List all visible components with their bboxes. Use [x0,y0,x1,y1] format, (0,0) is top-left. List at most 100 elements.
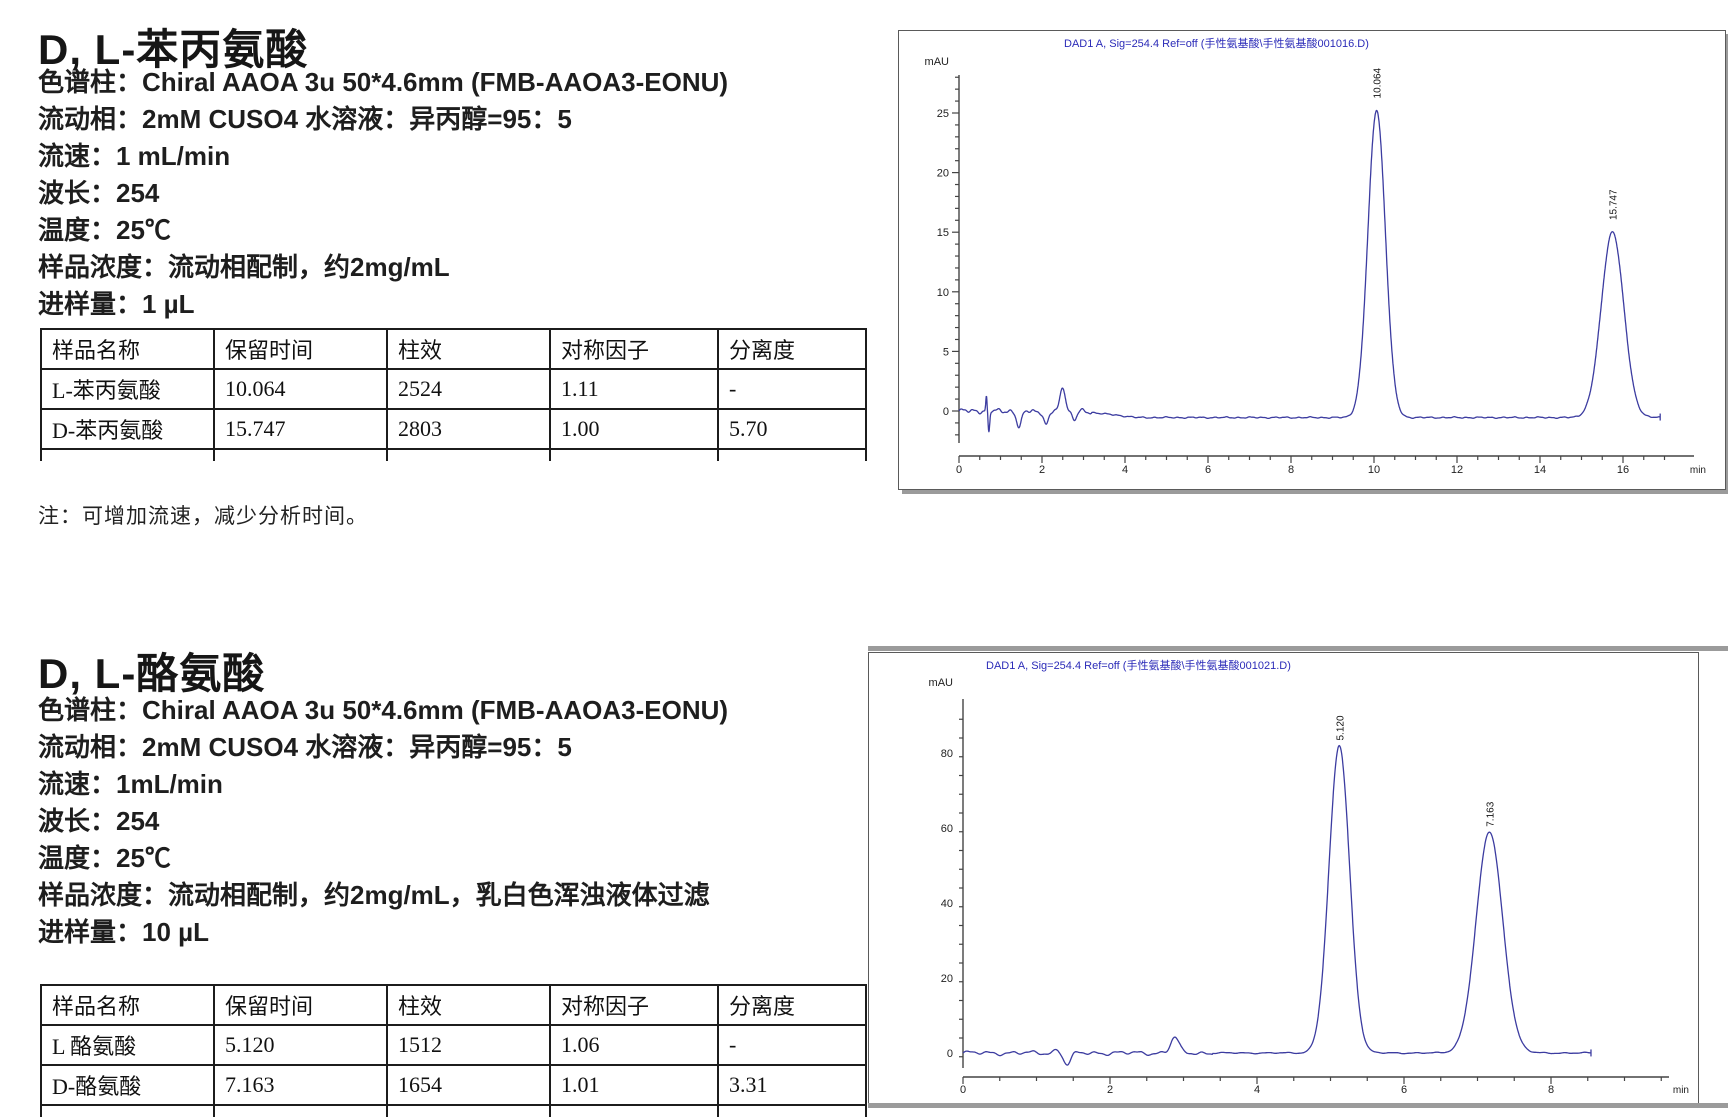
param-line: 温度：25℃ [38,215,171,245]
table-cell: 1.06 [549,1024,719,1066]
table-cell [40,448,215,461]
table-cell: L 酪氨酸 [40,1024,215,1066]
section2-params: 色谱柱：Chiral AAOA 3u 50*4.6mm (FMB-AAOA3-E… [38,692,838,951]
table-cell: 2524 [386,368,551,410]
table-cell [213,448,388,461]
x-axis: 0 2 4 6 8 min [960,1076,1689,1096]
section1-results-table: 样品名称 保留时间 柱效 对称因子 分离度 L-苯丙氨酸 10.064 2524 1.11- D-… [40,328,867,461]
table-cell: 对称因子 [549,328,719,370]
table-row: 样品名称 保留时间 柱效 对称因子 分离度 [40,328,867,370]
x-axis-unit: min [1673,1085,1689,1096]
param-line: 温度：25℃ [38,843,171,873]
section1-title: D, L-苯丙氨酸 [38,26,309,73]
chart-svg: DAD1 A, Sig=254.4 Ref=off (手性氨基酸\手性氨基酸00… [925,36,1706,476]
table-cell: - [717,1024,867,1066]
x-tick-label: 0 [960,1084,966,1096]
y-tick-label: 40 [941,898,953,910]
y-tick-label: 20 [937,168,949,180]
table-cell [213,1104,388,1117]
trace-line [958,109,1661,433]
frame-shadow-top [868,646,1728,651]
x-tick-label: 4 [1122,464,1128,476]
trace-line [962,744,1592,1066]
y-tick-label: 25 [937,108,949,120]
table-cell: 2803 [386,408,551,450]
chromatogram-tyrosine: DAD1 A, Sig=254.4 Ref=off (手性氨基酸\手性氨基酸00… [868,652,1699,1104]
table-cell: D-酪氨酸 [40,1064,215,1106]
x-tick-label: 0 [956,464,962,476]
table-cell: 样品名称 [40,328,215,370]
x-tick-label: 6 [1205,464,1211,476]
param-line: 流速：1 mL/min [38,141,231,171]
param-line: 流动相：2mM CUSO4 水溶液：异丙醇=95：5 [38,732,572,762]
y-axis-unit: mAU [929,677,954,689]
param-line: 波长：254 [38,806,160,836]
x-tick-label: 6 [1401,1084,1407,1096]
section1-params: 色谱柱：Chiral AAOA 3u 50*4.6mm (FMB-AAOA3-E… [38,64,838,323]
table-cell [386,1104,551,1117]
table-row: L 酪氨酸 5.120 1512 1.06- [40,1024,867,1066]
table-cell [549,1104,719,1117]
x-tick-label: 2 [1039,464,1045,476]
table-cell: 分离度 [717,984,867,1026]
table-cut-row [40,1104,867,1117]
table-cell: 3.31 [717,1064,867,1106]
x-axis-unit: min [1690,465,1706,476]
table-cell: 1.00 [549,408,719,450]
table-cell: 5.120 [213,1024,388,1066]
table-cell: 对称因子 [549,984,719,1026]
param-line: 进样量：10 µL [38,917,210,947]
section2-title: D, L-酪氨酸 [38,650,266,697]
y-tick-label: 60 [941,823,953,835]
y-tick-label: 20 [941,973,953,985]
param-line: 流速：1mL/min [38,769,223,799]
table-cell: 1.11 [549,368,719,410]
y-tick-label: 10 [937,287,949,299]
table-cell: 5.70 [717,408,867,450]
table-cell: 柱效 [386,984,551,1026]
x-axis: 0 2 4 6 8 10 12 14 16 min [956,455,1706,476]
table-cell: 7.163 [213,1064,388,1106]
chromatogram-tyrosine-frame: DAD1 A, Sig=254.4 Ref=off (手性氨基酸\手性氨基酸00… [868,646,1728,1114]
table-row: D-酪氨酸 7.163 1654 1.01 3.31 [40,1064,867,1106]
param-line: 色谱柱：Chiral AAOA 3u 50*4.6mm (FMB-AAOA3-E… [38,67,729,97]
y-tick-label: 5 [943,346,949,358]
table-cell: 15.747 [213,408,388,450]
x-tick-label: 8 [1548,1084,1554,1096]
table-cell: 样品名称 [40,984,215,1026]
table-cell: 1.01 [549,1064,719,1106]
table-cell [40,1104,215,1117]
table-cell [549,448,719,461]
table-cell: L-苯丙氨酸 [40,368,215,410]
param-line: 样品浓度：流动相配制，约2mg/mL [38,252,450,282]
param-line: 流动相：2mM CUSO4 水溶液：异丙醇=95：5 [38,104,572,134]
y-axis-unit: mAU [925,56,950,68]
table-cell [717,1104,867,1117]
param-line: 波长：254 [38,178,160,208]
chart-title: DAD1 A, Sig=254.4 Ref=off (手性氨基酸\手性氨基酸00… [1064,36,1369,50]
y-tick-label: 15 [937,227,949,239]
x-tick-label: 14 [1534,464,1546,476]
y-tick-label: 80 [941,748,953,760]
section2-results-table: 样品名称 保留时间 柱效 对称因子 分离度 L 酪氨酸 5.120 1512 1.06- D-酪氨… [40,984,867,1117]
param-line: 样品浓度：流动相配制，约2mg/mL，乳白色浑浊液体过滤 [38,880,710,910]
chart-svg: DAD1 A, Sig=254.4 Ref=off (手性氨基酸\手性氨基酸00… [929,658,1689,1096]
table-cell: 分离度 [717,328,867,370]
y-tick-label: 0 [943,406,949,418]
table-cut-row [40,448,867,461]
param-line: 进样量：1 µL [38,289,195,319]
table-cell [386,448,551,461]
table-row: 样品名称 保留时间 柱效 对称因子 分离度 [40,984,867,1026]
table-cell: 柱效 [386,328,551,370]
peak-label: 15.747 [1609,189,1620,220]
chromatogram-phenylalanine: DAD1 A, Sig=254.4 Ref=off (手性氨基酸\手性氨基酸00… [898,30,1726,490]
frame-shadow-bottom [868,1103,1728,1108]
table-cell: 10.064 [213,368,388,410]
table-cell: 保留时间 [213,984,388,1026]
peak-label: 10.064 [1373,67,1384,98]
table-cell: 1512 [386,1024,551,1066]
table-cell: 保留时间 [213,328,388,370]
chart-title: DAD1 A, Sig=254.4 Ref=off (手性氨基酸\手性氨基酸00… [986,658,1291,672]
x-tick-label: 8 [1288,464,1294,476]
